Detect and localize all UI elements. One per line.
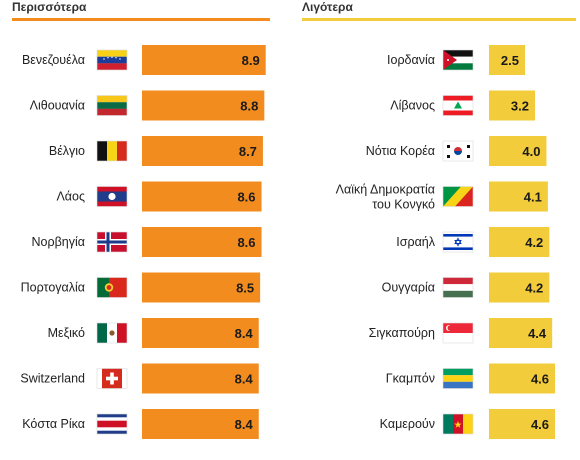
value-label: 8.6 <box>237 190 255 205</box>
bar-row: Νορβηγία 8.6 <box>32 227 262 257</box>
israel-flag-icon <box>442 231 474 253</box>
category-label: Λίβανος <box>390 99 435 113</box>
mexico-flag-icon <box>96 322 128 344</box>
bar <box>142 136 263 166</box>
bar-row: Μεξικό 8.4 <box>48 318 259 348</box>
least-bar-chart: Ιορδανία 2.5 Λίβανος 3.2 Νότια Κορέα 4.0 Λαϊκή… <box>336 45 556 439</box>
value-label: 8.8 <box>240 99 258 114</box>
bar <box>489 409 556 439</box>
south-korea-flag-icon <box>442 140 474 162</box>
lithuania-flag-icon <box>96 95 128 116</box>
category-label: Λάος <box>56 190 85 204</box>
venezuela-flag-icon <box>96 49 128 71</box>
bar-row: Λαϊκή Δημοκρατία του Κονγκό 4.1 <box>336 181 548 212</box>
value-label: 3.2 <box>511 99 529 114</box>
category-label: Ιορδανία <box>387 53 435 67</box>
value-label: 4.4 <box>528 326 547 341</box>
bar <box>142 227 262 257</box>
bar-row: Λάος 8.6 <box>56 181 262 212</box>
cameroon-flag-icon <box>442 413 474 435</box>
bar <box>489 227 550 257</box>
category-label: Switzerland <box>20 372 85 386</box>
bar <box>489 318 553 348</box>
bar <box>142 409 259 439</box>
bar-row: Κόστα Ρίκα 8.4 <box>22 409 259 439</box>
category-label: Κόστα Ρίκα <box>22 417 85 431</box>
category-label: Λιθουανία <box>30 99 85 113</box>
value-label: 2.5 <box>501 53 519 68</box>
bar-row: Βέλγιο 8.7 <box>49 136 263 166</box>
bar <box>142 45 266 75</box>
bar <box>489 363 556 394</box>
bar <box>142 181 262 212</box>
value-label: 4.0 <box>522 144 540 159</box>
bar-row: Ιορδανία 2.5 <box>387 45 525 75</box>
bar <box>489 45 525 75</box>
portugal-flag-icon <box>96 277 128 298</box>
belgium-flag-icon <box>96 140 128 162</box>
bar <box>489 181 548 212</box>
category-label: Γκαμπόν <box>386 372 435 386</box>
category-label: Μεξικό <box>48 326 85 340</box>
bar <box>489 136 547 166</box>
value-label: 8.7 <box>239 144 257 159</box>
laos-flag-icon <box>96 186 128 207</box>
congo-flag-icon <box>442 186 474 207</box>
category-label: Νότια Κορέα <box>366 144 435 158</box>
value-label: 8.5 <box>236 281 254 296</box>
bar-row: Βενεζουέλα 8.9 <box>22 45 266 75</box>
value-label: 8.6 <box>237 235 255 250</box>
category-label: Νορβηγία <box>32 235 86 249</box>
value-label: 4.6 <box>531 417 549 432</box>
most-panel-title: Περισσότερα <box>12 0 87 14</box>
value-label: 8.4 <box>235 417 254 432</box>
value-label: 4.2 <box>525 281 543 296</box>
value-label: 8.4 <box>235 326 254 341</box>
bar <box>142 90 265 121</box>
value-label: 8.9 <box>242 53 260 68</box>
least-panel-rule <box>302 18 576 21</box>
lebanon-flag-icon <box>442 95 474 116</box>
bar-row: Ισραήλ 4.2 <box>396 227 550 257</box>
bar-row: Γκαμπόν 4.6 <box>386 363 556 394</box>
bar-row: Πορτογαλία 8.5 <box>21 272 261 303</box>
bar-row: Switzerland 8.4 <box>20 363 259 394</box>
least-panel-title: Λιγότερα <box>302 0 353 14</box>
switzerland-flag-icon <box>96 368 128 389</box>
bar-row: Ουγγαρία 4.2 <box>382 272 550 303</box>
costa-rica-flag-icon <box>96 413 128 435</box>
bar <box>142 363 259 394</box>
category-label: Ισραήλ <box>396 235 435 249</box>
bar-row: Καμερούν 4.6 <box>380 409 556 439</box>
value-label: 4.1 <box>524 190 542 205</box>
value-label: 8.4 <box>235 372 254 387</box>
singapore-flag-icon <box>442 322 474 344</box>
bar-row: Λίβανος 3.2 <box>390 90 536 121</box>
category-label: Καμερούν <box>380 417 435 431</box>
bar <box>489 90 536 121</box>
bar <box>142 272 261 303</box>
category-label: Σιγκαπούρη <box>369 326 435 340</box>
bar <box>142 318 259 348</box>
bar-row: Νότια Κορέα 4.0 <box>366 136 547 166</box>
norway-flag-icon <box>96 231 128 253</box>
gabon-flag-icon <box>442 368 474 389</box>
hungary-flag-icon <box>442 277 474 298</box>
jordan-flag-icon <box>442 49 474 71</box>
most-panel-rule <box>12 18 270 21</box>
bar-row: Λιθουανία 8.8 <box>30 90 265 121</box>
category-label: Λαϊκή Δημοκρατία του Κονγκό <box>336 183 435 212</box>
most-bar-chart: Βενεζουέλα 8.9 Λιθουανία 8.8 Βέλγιο 8.7 Λάος 8.… <box>20 45 266 439</box>
category-label: Πορτογαλία <box>21 281 85 295</box>
value-label: 4.6 <box>531 372 549 387</box>
value-label: 4.2 <box>525 235 543 250</box>
category-label: Βέλγιο <box>49 144 85 158</box>
category-label: Βενεζουέλα <box>22 53 85 67</box>
bar <box>489 272 550 303</box>
bar-row: Σιγκαπούρη 4.4 <box>369 318 553 348</box>
category-label: Ουγγαρία <box>382 281 435 295</box>
